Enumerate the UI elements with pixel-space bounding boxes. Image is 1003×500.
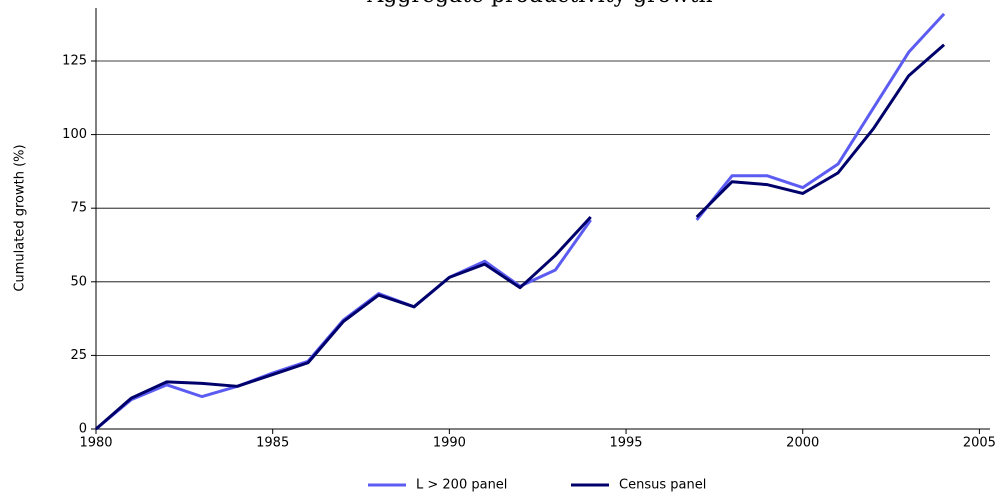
y-tick-label: 0: [79, 422, 87, 437]
y-tick-label: 75: [70, 201, 87, 216]
x-tick-label: 2000: [786, 436, 819, 451]
x-tick-label: 1995: [609, 436, 642, 451]
y-tick-label: 100: [62, 127, 87, 142]
x-tick-label: 1985: [256, 436, 289, 451]
series-line: [95, 43, 946, 431]
legend-label: Census panel: [619, 478, 706, 493]
x-tick-label: 1990: [433, 436, 466, 451]
chart-title: Aggregate productivity growth: [366, 0, 712, 8]
legend-label: L > 200 panel: [416, 478, 507, 493]
series-line: [95, 12, 946, 431]
y-axis-label: Cumulated growth (%): [13, 144, 28, 291]
x-tick-label: 1980: [79, 436, 112, 451]
x-tick-label: 2005: [963, 436, 996, 451]
y-tick-label: 125: [62, 53, 87, 68]
y-tick-label: 50: [70, 274, 87, 289]
y-tick-label: 25: [70, 348, 87, 363]
